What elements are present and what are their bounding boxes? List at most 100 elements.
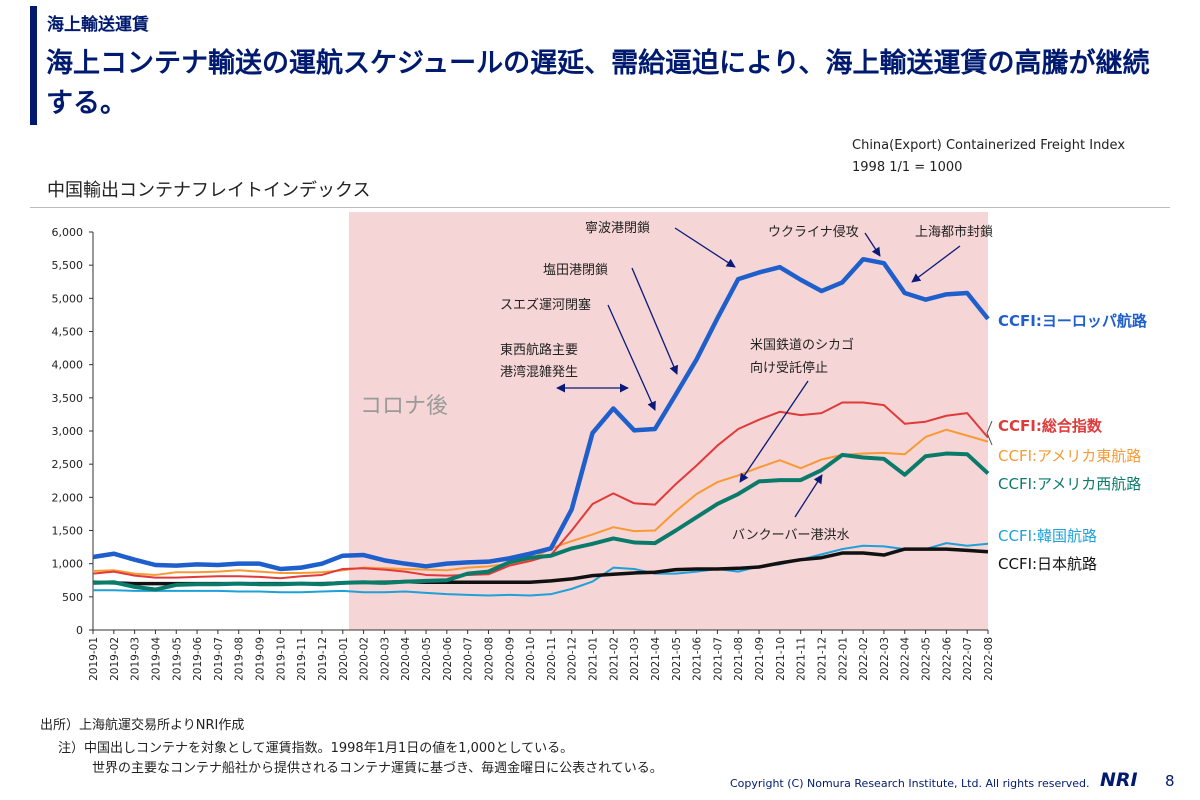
- annotation-yantian: 塩田港閉鎖: [543, 262, 608, 278]
- y-tick-label: 4,000: [52, 359, 84, 372]
- x-tick-label: 2021-09: [754, 637, 766, 681]
- x-tick-label: 2020-10: [525, 637, 537, 681]
- x-tick-label: 2022-02: [858, 637, 870, 681]
- x-tick-label: 2019-10: [275, 637, 287, 681]
- legend-label: CCFI:日本航路: [998, 555, 1097, 573]
- x-tick-label: 2019-04: [150, 637, 162, 681]
- y-tick-label: 4,500: [52, 326, 84, 339]
- legend-label: CCFI:アメリカ東航路: [998, 447, 1141, 465]
- annotation-vancouver: バンクーバー港洪水: [732, 528, 850, 543]
- arrow-icon: [739, 380, 809, 483]
- section-label: 海上輸送運賃: [47, 15, 149, 35]
- nri-logo: NRI: [1100, 769, 1138, 791]
- legend-brace: [986, 420, 993, 446]
- x-tick-label: 2021-08: [733, 637, 745, 681]
- series-line-4: [93, 542, 989, 597]
- x-tick-label: 2022-08: [983, 637, 995, 681]
- arrow-icon: [631, 267, 678, 375]
- x-tick-label: 2021-12: [816, 637, 828, 681]
- x-tick-label: 2022-05: [921, 637, 933, 681]
- x-tick-label: 2022-03: [879, 637, 891, 681]
- x-tick-label: 2019-11: [296, 637, 308, 681]
- x-tick-label: 2021-03: [629, 637, 641, 681]
- accent-bar: [30, 6, 37, 125]
- arrow-icon: [911, 245, 961, 283]
- x-tick-label: 2022-01: [837, 637, 849, 681]
- x-tick-label: 2019-06: [192, 637, 204, 681]
- y-tick-label: 500: [62, 591, 83, 604]
- x-tick-label: 2022-06: [941, 637, 953, 681]
- legend-label: CCFI:ヨーロッパ航路: [998, 312, 1148, 330]
- x-tick-label: 2019-07: [213, 637, 225, 681]
- y-tick-label: 6,000: [52, 226, 84, 239]
- y-tick-label: 2,500: [52, 458, 84, 471]
- note-line-1: 注）中国出しコンテナを対象として運賃指数。1998年1月1日の値を1,000とし…: [58, 741, 574, 756]
- y-tick-label: 1,000: [52, 558, 84, 571]
- y-tick-label: 5,500: [52, 259, 84, 272]
- series-line-3: [92, 451, 990, 592]
- title-divider: [30, 207, 1170, 208]
- x-tick-label: 2019-08: [234, 637, 246, 681]
- covid-shaded-region: [349, 212, 989, 630]
- x-tick-label: 2020-01: [338, 637, 350, 681]
- page-title: 海上コンテナ輸送の運航スケジュールの遅延、需給逼迫により、海上輸送運賃の高騰が継…: [46, 48, 1150, 119]
- x-tick-label: 2019-12: [317, 637, 329, 681]
- x-tick-label: 2021-07: [712, 637, 724, 681]
- x-tick-label: 2020-04: [400, 637, 412, 681]
- annotation-rail: 米国鉄道のシカゴ: [750, 337, 854, 353]
- x-tick-label: 2022-07: [962, 637, 974, 681]
- x-tick-label: 2020-03: [379, 637, 391, 681]
- x-tick-label: 2019-01: [88, 637, 100, 681]
- y-tick-label: 2,000: [52, 491, 84, 504]
- x-tick-label: 2019-03: [130, 637, 142, 681]
- x-tick-label: 2020-02: [359, 637, 371, 681]
- x-tick-label: 2021-01: [588, 637, 600, 681]
- x-tick-label: 2020-09: [504, 637, 516, 681]
- x-tick-label: 2020-12: [567, 637, 579, 681]
- y-tick-label: 3,500: [52, 392, 84, 405]
- x-tick-label: 2020-08: [483, 637, 495, 681]
- x-tick-label: 2019-09: [255, 637, 267, 681]
- page-number: 8: [1165, 772, 1175, 790]
- annotation-congestion: 東西航路主要: [500, 342, 578, 358]
- x-tick-label: 2022-04: [900, 637, 912, 681]
- x-tick-label: 2021-02: [608, 637, 620, 681]
- x-tick-label: 2021-04: [650, 637, 662, 681]
- source-note: 出所）上海航運交易所よりNRI作成: [40, 718, 245, 733]
- x-tick-label: 2021-11: [796, 637, 808, 681]
- x-tick-label: 2020-05: [421, 637, 433, 681]
- arrow-icon: [674, 227, 736, 268]
- chart-title: 中国輸出コンテナフレイトインデックス: [47, 180, 371, 201]
- x-tick-label: 2021-10: [775, 637, 787, 681]
- annotation-ukraine: ウクライナ侵攻: [768, 224, 859, 240]
- x-tick-label: 2019-05: [171, 637, 183, 681]
- series-line-0: [92, 256, 990, 572]
- legend-label: CCFI:総合指数: [998, 417, 1103, 435]
- y-tick-label: 5,000: [52, 292, 84, 305]
- index-description: China(Export) Containerized Freight Inde…: [852, 135, 1125, 179]
- y-tick-label: 0: [76, 624, 83, 637]
- index-base: 1998 1/1 = 1000: [852, 160, 963, 175]
- x-tick-label: 2019-02: [109, 637, 121, 681]
- shaded-region-label: コロナ後: [360, 394, 448, 419]
- x-tick-label: 2020-07: [463, 637, 475, 681]
- annotation-shanghai: 上海都市封鎖: [915, 224, 993, 240]
- annotation-ningbo: 寧波港閉鎖: [585, 220, 650, 236]
- legend-label: CCFI:アメリカ西航路: [998, 475, 1141, 493]
- copyright: Copyright (C) Nomura Research Institute,…: [730, 777, 1090, 790]
- arrow-icon: [794, 474, 823, 518]
- arrow-icon: [864, 232, 881, 257]
- x-tick-label: 2020-11: [546, 637, 558, 681]
- y-tick-label: 1,500: [52, 525, 84, 538]
- x-tick-label: 2020-06: [442, 637, 454, 681]
- x-tick-label: 2021-05: [671, 637, 683, 681]
- index-name: China(Export) Containerized Freight Inde…: [852, 138, 1126, 153]
- annotation-rail: 向け受託停止: [750, 360, 828, 376]
- x-tick-label: 2021-06: [692, 637, 704, 681]
- arrow-icon: [607, 304, 656, 411]
- legend-label: CCFI:韓国航路: [998, 527, 1097, 545]
- note-line-2: 世界の主要なコンテナ船社から提供されるコンテナ運賃に基づき、毎週金曜日に公表され…: [92, 761, 663, 776]
- y-tick-label: 3,000: [52, 425, 84, 438]
- annotation-suez: スエズ運河閉塞: [500, 297, 591, 313]
